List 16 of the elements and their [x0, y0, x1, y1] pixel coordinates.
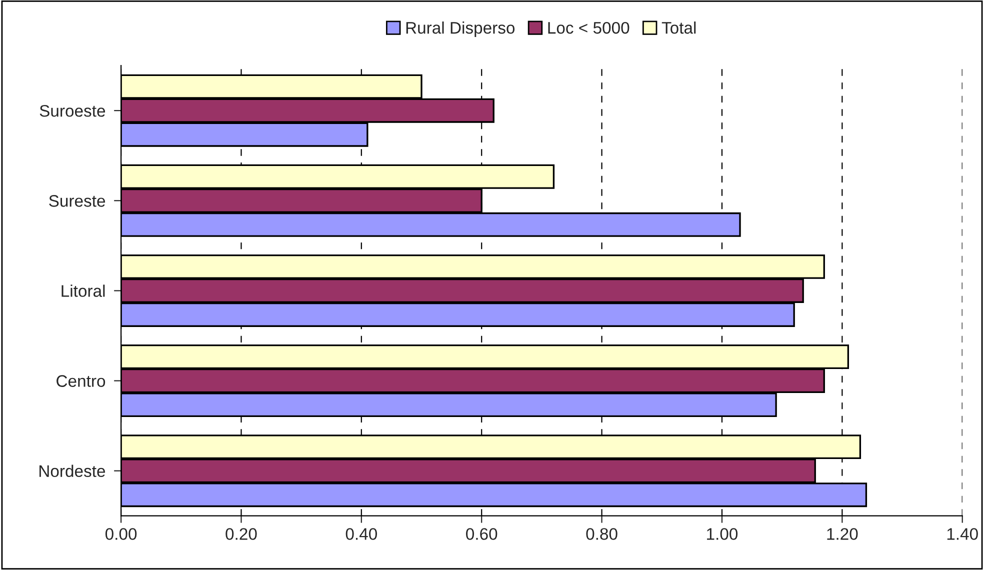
- legend-label: Total: [662, 22, 696, 34]
- x-tick-label: 0.40: [346, 528, 377, 540]
- legend-label: Loc < 5000: [548, 22, 630, 34]
- x-tick-label: 1.00: [707, 528, 738, 540]
- x-tick-label: 1.20: [827, 528, 858, 540]
- x-tick-label: 0.20: [226, 528, 257, 540]
- y-tick-label: Sureste: [49, 195, 106, 207]
- x-tick-label: 1.40: [947, 528, 978, 540]
- y-tick-label: Centro: [56, 375, 106, 387]
- y-tick-label: Nordeste: [40, 464, 106, 478]
- y-tick-label: Litoral: [62, 284, 105, 297]
- x-tick-label: 0.60: [466, 528, 498, 540]
- x-tick-label: 0.80: [586, 528, 618, 540]
- x-tick-label: 0.00: [105, 528, 137, 540]
- legend-label: Rural Disperso: [406, 22, 515, 38]
- y-tick-label: Suroeste: [40, 104, 106, 117]
